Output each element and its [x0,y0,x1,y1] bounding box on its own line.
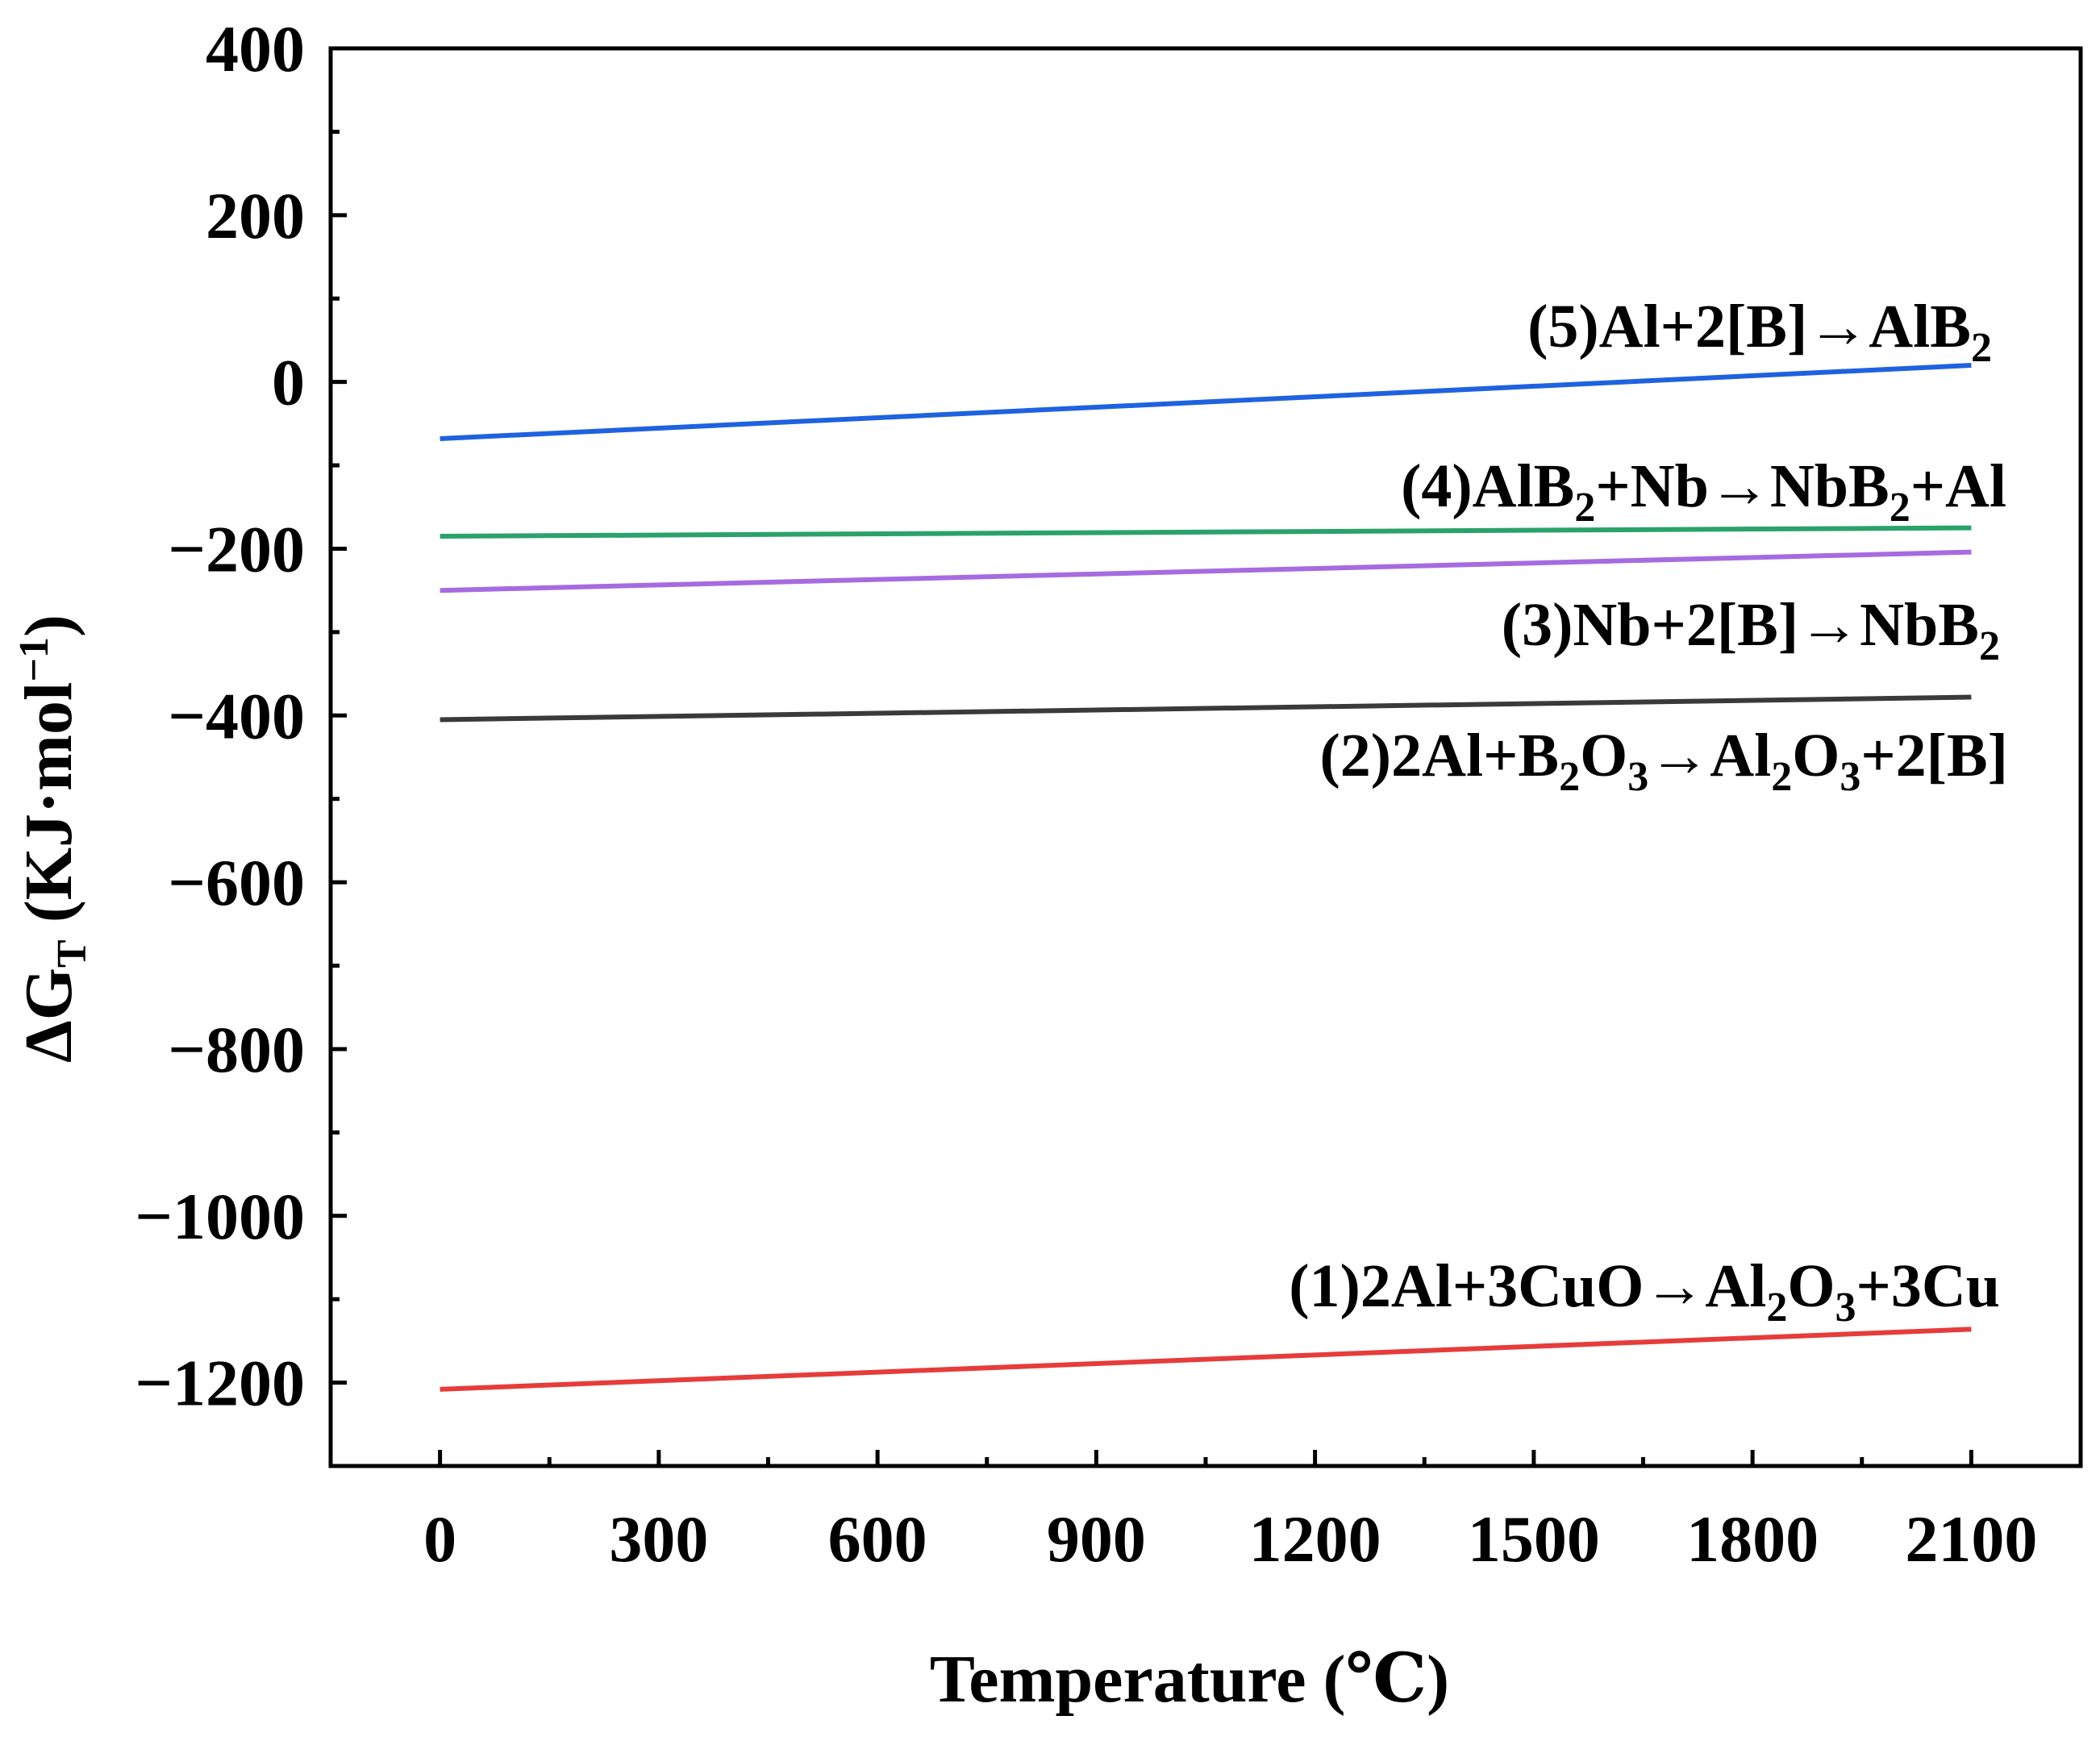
series-label-5-part: +3Cu [1856,1252,2000,1320]
x-tick-label: 600 [828,1502,927,1576]
series-line-1 [440,363,1972,441]
series-label-4-part: O [1580,722,1627,789]
y-tick-label: 400 [206,12,305,85]
labels-layer: (5)Al+2[B]→AlB2(4)AlB2+Nb→NbB2+Al(3)Nb+2… [1289,293,2008,1331]
series-label-2-part: 2 [1574,485,1595,531]
y-tick-label: −800 [168,1013,305,1086]
series-label-5-part: (1)2Al+3CuO→Al [1289,1252,1766,1320]
series-label-3-part: (3)Nb+2[B]→NbB [1502,591,1979,659]
series-label-3: (3)Nb+2[B]→NbB2 [1502,591,2000,669]
series-label-4-part: 3 [1840,754,1860,800]
series-label-2: (4)AlB2+Nb→NbB2+Al [1401,452,2006,531]
series-layer [440,363,1972,1392]
series-label-4-part: →Al [1648,722,1771,789]
series-label-3-part: 2 [1979,623,2000,669]
series-line-4 [440,694,1972,723]
y-tick-label: −600 [168,846,305,919]
y-axis-title-part: ΔG [11,968,86,1063]
y-axis-title-part: ) [11,614,86,637]
series-label-5: (1)2Al+3CuO→Al2O3+3Cu [1289,1252,2000,1331]
x-axis-title: Temperature (℃) [930,1642,1449,1717]
y-tick-label: 0 [272,346,305,419]
y-tick-label: 200 [206,179,305,252]
series-line-5 [440,1326,1972,1392]
series-label-4-part: 2 [1559,754,1580,800]
series-label-1: (5)Al+2[B]→AlB2 [1527,293,1992,371]
series-label-2-part: 2 [1890,485,1910,531]
series-label-2-part: +Nb→NbB [1595,452,1889,520]
y-axis-title-part: (KJ·mol [11,682,86,940]
y-tick-label: −400 [168,679,305,752]
series-label-1-part: 2 [1971,325,1992,371]
series-label-5-part: 3 [1835,1285,1856,1331]
series-line-3 [440,549,1972,593]
series-label-2-part: (4)AlB [1401,452,1574,520]
series-label-4: (2)2Al+B2O3→Al2O3+2[B] [1320,722,2009,800]
series-label-4-part: +2[B] [1860,722,2008,789]
x-tick-label: 1800 [1686,1502,1819,1576]
y-axis-title-part: −1 [11,637,57,682]
y-tick-label: −200 [168,512,305,585]
series-label-5-part: O [1787,1252,1835,1320]
series-label-4-part: 3 [1627,754,1648,800]
x-tick-label: 300 [609,1502,708,1576]
series-label-4-part: O [1792,722,1840,789]
series-label-4-part: 2 [1771,754,1792,800]
x-tick-label: 1200 [1249,1502,1381,1576]
x-tick-label: 1500 [1468,1502,1600,1576]
x-tick-label: 2100 [1905,1502,2037,1576]
series-label-2-part: +Al [1910,452,2006,520]
y-axis-title-part: T [49,939,95,968]
series-label-1-part: (5)Al+2[B]→AlB [1527,293,1971,360]
x-tick-label: 900 [1047,1502,1146,1576]
series-label-4-part: (2)2Al+B [1320,722,1560,789]
y-tick-label: −1000 [135,1180,305,1253]
series-label-5-part: 2 [1766,1285,1787,1331]
y-axis-title: ΔGT (KJ·mol−1) [11,614,95,1063]
series-line-2 [440,525,1972,539]
y-tick-label: −1200 [135,1347,305,1420]
ticks-layer: 0 300 600 900 1200 1500 1800 2100 400 200 0 −200 −40… [135,12,2037,1576]
x-tick-label: 0 [423,1502,456,1576]
